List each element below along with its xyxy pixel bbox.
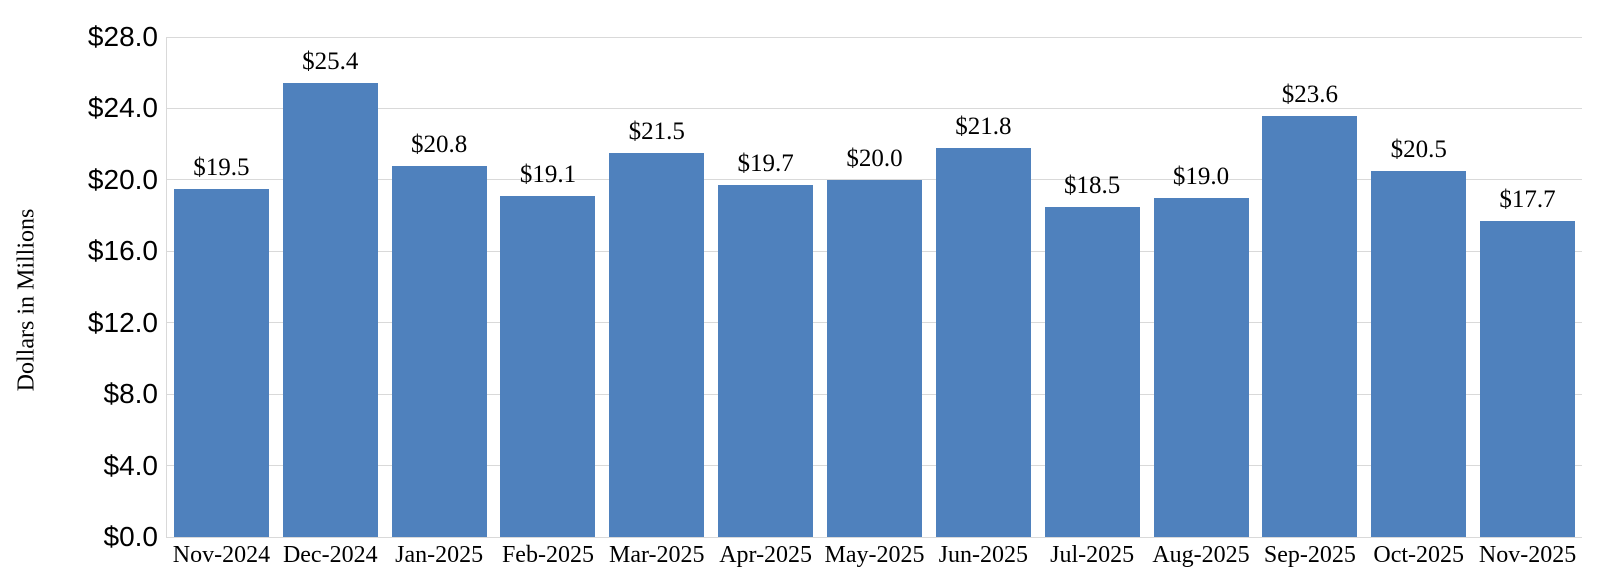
x-axis-tick-label: May-2025 (824, 542, 925, 568)
bar-slot: $21.5 (602, 37, 711, 537)
y-axis-tick-label: $8.0 (103, 378, 159, 410)
bar-slot: $20.0 (820, 37, 929, 537)
x-axis-tick-label: Oct-2025 (1373, 542, 1465, 568)
bar-value-label: $21.5 (628, 118, 685, 146)
y-axis-tick-label: $0.0 (103, 521, 159, 552)
gridline (167, 536, 1582, 538)
gridline (167, 107, 1582, 109)
bar-slot: $17.7 (1473, 37, 1582, 537)
bar (1044, 206, 1140, 537)
y-axis-line (166, 37, 167, 538)
x-axis-tick-label: Dec-2024 (282, 542, 378, 568)
bar-slot: $19.1 (494, 37, 603, 537)
bar (935, 147, 1031, 537)
y-axis-tick-label: $28.0 (87, 21, 158, 52)
bar-value-label: $20.8 (410, 130, 468, 158)
bar-value-label: $18.5 (1064, 171, 1121, 199)
x-axis-tick-label: Jul-2025 (1050, 542, 1135, 568)
x-axis-tick-label: Nov-2024 (172, 542, 271, 568)
bar (718, 185, 814, 537)
bar (826, 179, 922, 537)
bar-slot: $23.6 (1255, 37, 1364, 537)
x-axis-tick-label: Aug-2025 (1152, 542, 1250, 568)
gridline (167, 36, 1582, 38)
bar-value-label: $17.7 (1499, 185, 1556, 213)
x-axis-labels: Nov-2024 Dec-2024 Jan-2025 Feb-2025 Mar-2025… (167, 541, 1582, 569)
bar-value-label: $19.5 (193, 153, 250, 181)
gridline (167, 179, 1582, 181)
bar (1371, 170, 1467, 537)
bar-value-label: $19.1 (519, 160, 577, 188)
plot-area: $19.5 $25.4 $20.8 $19.1 $21.5 $19.7 $20.0 $21.8… (167, 37, 1582, 537)
bar (1262, 115, 1358, 537)
bar (391, 165, 487, 537)
bar (500, 195, 596, 537)
x-axis-tick-label: Jan-2025 (395, 542, 484, 568)
y-axis-tick-label: $16.0 (87, 235, 158, 267)
bar-value-label: $19.0 (1172, 162, 1230, 190)
bar (282, 83, 378, 537)
x-axis-tick-label: Nov-2025 (1478, 542, 1577, 568)
bar-slot: $21.8 (929, 37, 1038, 537)
bar (1480, 220, 1576, 537)
x-axis-tick-label: Apr-2025 (719, 542, 813, 568)
bar-value-label: $20.0 (846, 144, 903, 172)
bar-slot: $18.5 (1038, 37, 1147, 537)
bar-value-label: $23.6 (1281, 80, 1338, 108)
y-axis-tick-label: $20.0 (87, 163, 158, 195)
bar-slot: $20.8 (385, 37, 494, 537)
bar-value-label: $21.8 (955, 112, 1012, 140)
bar (1153, 197, 1249, 537)
bar (173, 188, 269, 537)
bar-slot: $25.4 (276, 37, 385, 537)
y-axis-tick-label: $4.0 (103, 449, 159, 481)
bar (609, 153, 705, 537)
bar-slot: $19.5 (167, 37, 276, 537)
x-axis-tick-label: Sep-2025 (1263, 542, 1356, 568)
y-axis-tick-label: $12.0 (87, 306, 158, 338)
bar-slot: $20.5 (1364, 37, 1473, 537)
x-axis-tick-label: Feb-2025 (501, 542, 594, 568)
x-axis-tick-label: Jun-2025 (938, 542, 1028, 568)
y-axis-tick-label: $24.0 (87, 92, 158, 124)
bar-slot: $19.0 (1147, 37, 1256, 537)
x-axis-tick-label: Mar-2025 (609, 542, 705, 568)
bar-value-label: $25.4 (302, 48, 359, 76)
bar-value-label: $20.5 (1390, 135, 1447, 163)
bar-value-label: $19.7 (737, 150, 794, 178)
bar-slot: $19.7 (711, 37, 820, 537)
